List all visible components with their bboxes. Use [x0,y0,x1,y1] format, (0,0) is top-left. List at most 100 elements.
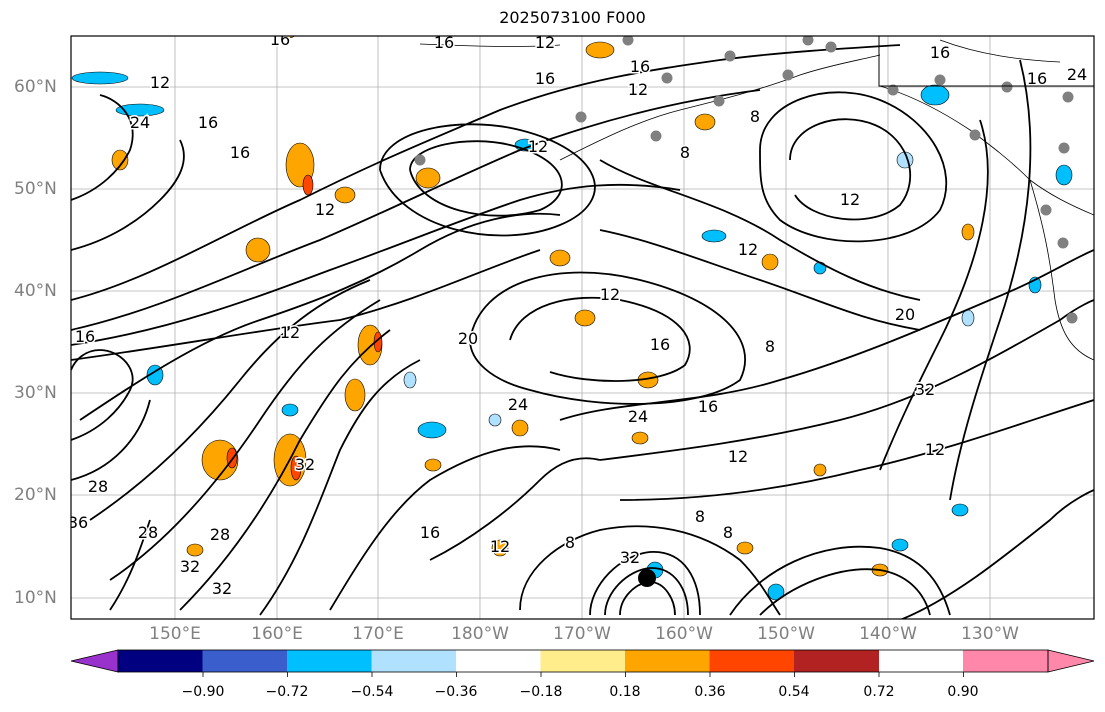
contour-line [729,545,951,616]
contour-line [109,299,381,581]
shaded-region [344,378,366,412]
contour-line [79,212,561,421]
contour-label: 12 [600,285,620,304]
contour-line [71,349,134,441]
coastline [879,85,1094,216]
contour-line [329,445,561,611]
contour-label: 12 [150,73,170,92]
contour-label: 36 [68,513,88,532]
station-marker [969,129,981,141]
station-marker [802,36,814,46]
lat-label-30n: 30°N [14,383,57,403]
colorbar-tick-label: −0.18 [519,684,563,700]
lat-label-40n: 40°N [14,281,57,301]
contour-label: 24 [508,395,528,414]
shaded-region [585,41,615,59]
shaded-region [186,543,204,557]
contour-label: 20 [895,305,915,324]
contour-label: 16 [698,397,718,416]
contour-label: 16 [650,335,670,354]
station-marker [782,69,794,81]
station-marker [1058,142,1070,154]
contour-label: 16 [1027,69,1047,88]
contour-label: 12 [728,447,748,466]
shaded-region [424,458,442,472]
contour-label: 8 [750,107,760,126]
contour-label: 12 [628,80,648,99]
colorbar-tick-label: −0.90 [181,684,225,700]
station-marker [1066,312,1078,324]
lon-label-150w: 150°W [757,624,815,644]
contour-label: 12 [528,137,548,156]
shaded-region [701,229,727,243]
station-marker [724,50,736,62]
colorbar-tick-label: 0.36 [694,684,726,700]
plot-frame [70,35,1095,620]
station-marker [622,36,634,46]
contour-line [949,59,1032,501]
contour-line [789,118,912,221]
shaded-region [302,174,314,196]
shaded-region [281,403,299,417]
colorbar-extend-high [1047,649,1095,673]
contour-line [759,91,948,243]
shaded-region [1055,164,1073,186]
shaded-region [574,309,596,327]
colorbar-tick-label: 0.72 [863,684,895,700]
colorbar [70,649,1095,677]
station-markers [414,36,1078,324]
shaded-region [694,113,716,131]
colorbar-segment [963,650,1048,672]
station-marker [1040,204,1052,216]
contour-line [259,359,421,616]
colorbar-segment [202,650,288,672]
lat-label-50n: 50°N [14,179,57,199]
contour-line [379,123,596,237]
contour-line [71,94,134,201]
contour-label: 12 [315,200,335,219]
graticule [71,36,1094,619]
colorbar-segment [540,650,626,672]
contour-label: 28 [88,477,108,496]
lat-label-60n: 60°N [14,77,57,97]
lat-label-10n: 10°N [14,588,57,608]
coastlines [419,39,1094,361]
colorbar-tick-label: 0.54 [778,684,810,700]
shaded-region [813,463,827,477]
map-title: 2025073100 F000 [499,8,646,27]
shaded-region [290,455,302,481]
shaded-region [71,71,129,85]
lat-label-20n: 20°N [14,485,57,505]
shaded-region [511,419,529,437]
contour-label: 8 [565,533,575,552]
shaded-region [415,167,441,189]
shaded-region [736,541,754,555]
contour-label: 28 [138,523,158,542]
contour-label: 16 [270,30,290,49]
contour-label: 12 [925,440,945,459]
contour-line [71,249,541,361]
colorbar-extend-low [70,649,119,673]
contour-line [599,229,921,331]
shaded-region [891,538,909,552]
contour-label: 12 [280,323,300,342]
contour-line [109,519,151,611]
station-marker [713,95,725,107]
shaded-region [417,421,447,439]
colorbar-segment [118,650,203,672]
coastline [939,39,1061,63]
shaded-region [488,413,502,427]
shaded-region [813,261,827,275]
contour-label: 16 [198,113,218,132]
contour-line [179,329,391,611]
contour-line [759,568,931,616]
contour-line [519,525,781,616]
contour-line [509,296,691,382]
station-marker [661,72,673,84]
coastline [559,54,881,161]
lon-label-140w: 140°W [859,624,917,644]
shaded-region [761,253,779,271]
shaded-region [111,149,129,171]
